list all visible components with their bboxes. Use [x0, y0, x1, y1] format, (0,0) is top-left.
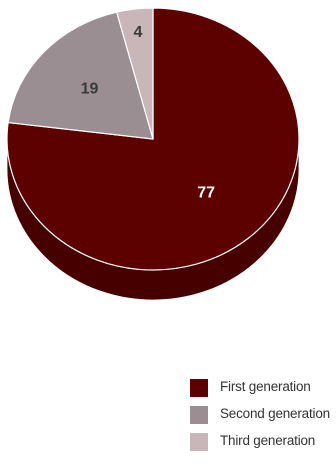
pie-chart: 77 19 4: [6, 7, 300, 301]
pie-value-label-first-generation: 77: [197, 185, 215, 202]
pie-labels: 77 19 4: [81, 24, 216, 202]
pie-slice-third-generation: [116, 7, 154, 140]
pie-top: [6, 7, 300, 271]
legend-swatch-second-generation: [190, 406, 208, 424]
legend-swatch-third-generation: [190, 433, 208, 451]
legend-label-third-generation: Third generation: [220, 433, 316, 448]
legend-item-third-generation: Third generation: [190, 430, 336, 452]
legend-item-second-generation: Second generation: [190, 403, 336, 425]
legend: First generation Second generation Third…: [190, 376, 336, 457]
pie-value-label-third-generation: 4: [134, 24, 143, 41]
legend-label-first-generation: First generation: [220, 379, 311, 394]
legend-label-second-generation: Second generation: [220, 406, 330, 421]
pie-value-label-second-generation: 19: [81, 80, 99, 97]
legend-swatch-first-generation: [190, 379, 208, 397]
legend-item-first-generation: First generation: [190, 376, 336, 398]
pie-slice-second-generation: [7, 11, 154, 140]
